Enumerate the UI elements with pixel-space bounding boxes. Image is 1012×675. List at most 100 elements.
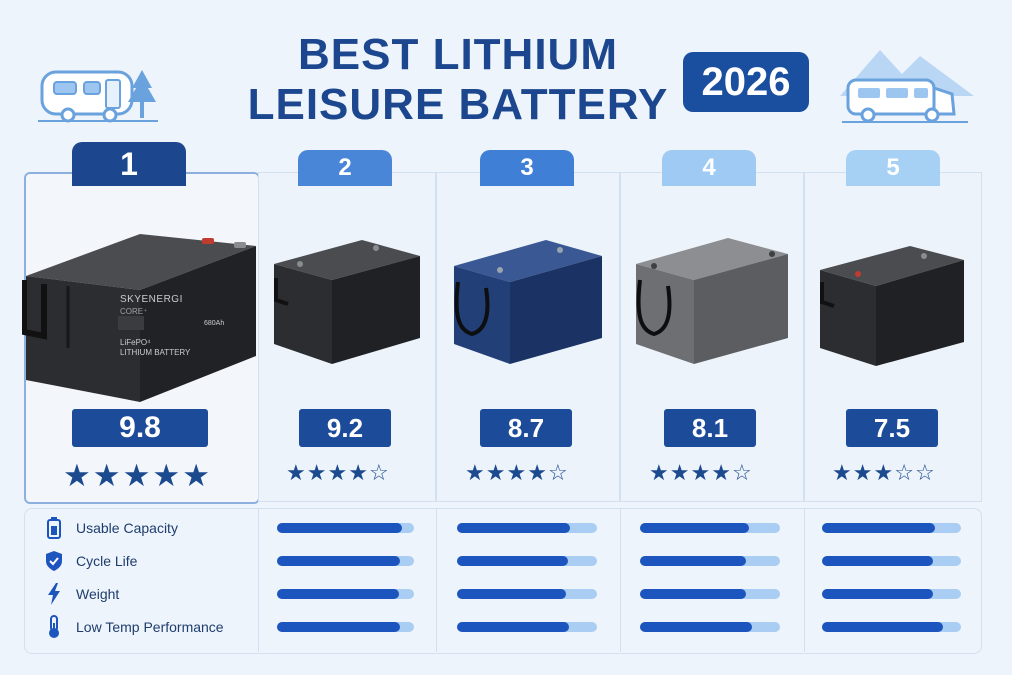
rank-tab-5: 5 xyxy=(846,150,940,186)
star-filled-icon: ★ xyxy=(348,460,369,485)
metric-bar-fill xyxy=(457,523,570,533)
metric-row-low-temp: Low Temp Performance xyxy=(44,614,224,640)
star-empty-icon: ☆ xyxy=(547,460,569,485)
column-divider xyxy=(620,508,621,652)
battery-image-4 xyxy=(636,238,788,364)
rank-tab-3: 3 xyxy=(480,150,574,186)
star-filled-icon: ★ xyxy=(649,460,670,485)
metric-bar-fill xyxy=(822,622,943,632)
star-filled-icon: ★ xyxy=(527,460,548,485)
metric-bar-track xyxy=(277,556,414,566)
metric-bar-track xyxy=(457,556,597,566)
title-line-2: LEISURE BATTERY xyxy=(247,80,669,129)
metric-bar-track xyxy=(822,556,961,566)
star-filled-icon: ★ xyxy=(182,458,212,493)
metric-bar-fill xyxy=(277,523,402,533)
star-filled-icon: ★ xyxy=(485,460,507,485)
metric-label: Cycle Life xyxy=(76,553,138,569)
star-empty-icon: ☆ xyxy=(914,460,936,485)
battery-image-5 xyxy=(820,246,964,366)
metric-bar-fill xyxy=(457,589,566,599)
star-rating-2: ★★★★☆ xyxy=(286,458,390,488)
metric-label: Low Temp Performance xyxy=(76,619,224,635)
metric-bar-fill xyxy=(640,589,746,599)
battery-image-3 xyxy=(454,240,602,364)
battery-image-1: SKYENERGI CORE⁺ LiFePO⁴ LITHIUM BATTERY … xyxy=(22,228,258,404)
score-badge-1: 9.8 xyxy=(72,409,208,447)
metric-label: Usable Capacity xyxy=(76,520,178,536)
battery-brand: SKYENERGI xyxy=(120,294,183,305)
metric-bar-track xyxy=(277,589,414,599)
metric-row-cycle-life: Cycle Life xyxy=(44,548,137,574)
page-title: BEST LITHIUM LEISURE BATTERY xyxy=(238,30,678,130)
lightning-bolt-icon xyxy=(44,583,64,605)
metric-bar-track xyxy=(457,523,597,533)
metric-bar-fill xyxy=(822,523,935,533)
star-filled-icon: ★ xyxy=(152,458,183,493)
metric-bar-track xyxy=(640,523,780,533)
column-divider xyxy=(258,508,259,652)
star-filled-icon: ★ xyxy=(286,460,307,485)
rank-tab-2: 2 xyxy=(298,150,392,186)
star-filled-icon: ★ xyxy=(873,460,895,485)
year-badge: 2026 xyxy=(683,52,809,112)
star-rating-1: ★★★★★ xyxy=(63,458,212,493)
star-rating-4: ★★★★☆ xyxy=(649,458,753,488)
metric-bar-track xyxy=(277,622,414,632)
metric-bar-track xyxy=(640,622,780,632)
metric-bar-track xyxy=(822,589,961,599)
metric-row-weight: Weight xyxy=(44,581,119,607)
shield-check-icon xyxy=(44,550,64,572)
metric-bar-track xyxy=(277,523,414,533)
star-filled-icon: ★ xyxy=(711,460,732,485)
metric-bar-fill xyxy=(822,589,933,599)
score-badge-2: 9.2 xyxy=(299,409,391,447)
metric-bar-fill xyxy=(457,556,568,566)
metric-bar-fill xyxy=(277,622,400,632)
column-divider xyxy=(804,508,805,652)
metric-label: Weight xyxy=(76,586,120,602)
thermometer-icon xyxy=(44,615,64,638)
star-filled-icon: ★ xyxy=(690,460,712,485)
metric-bar-fill xyxy=(640,556,746,566)
battery-type: LITHIUM BATTERY xyxy=(120,348,191,357)
star-rating-5: ★★★☆☆ xyxy=(832,458,936,488)
star-filled-icon: ★ xyxy=(832,460,853,485)
metric-bar-fill xyxy=(640,622,752,632)
rank-tab-4: 4 xyxy=(662,150,756,186)
metric-bar-track xyxy=(822,523,961,533)
caravan-icon xyxy=(38,70,158,123)
score-badge-3: 8.7 xyxy=(480,409,572,447)
score-badge-5: 7.5 xyxy=(846,409,938,447)
star-rating-3: ★★★★☆ xyxy=(465,458,569,488)
metric-bar-fill xyxy=(277,556,400,566)
battery-icon xyxy=(44,517,64,539)
metric-bar-fill xyxy=(457,622,569,632)
star-filled-icon: ★ xyxy=(306,460,328,485)
column-divider xyxy=(436,508,437,652)
battery-capacity: 680Ah xyxy=(204,320,225,327)
metric-bar-fill xyxy=(822,556,933,566)
star-filled-icon: ★ xyxy=(327,460,349,485)
metric-bar-track xyxy=(457,589,597,599)
battery-brand-sub: CORE⁺ xyxy=(120,307,148,316)
star-filled-icon: ★ xyxy=(465,460,486,485)
metric-row-usable-capacity: Usable Capacity xyxy=(44,515,178,541)
metric-bar-track xyxy=(640,589,780,599)
star-filled-icon: ★ xyxy=(63,458,93,493)
star-empty-icon: ☆ xyxy=(894,460,915,485)
battery-chemistry: LiFePO⁴ xyxy=(120,338,151,347)
star-empty-icon: ☆ xyxy=(731,460,753,485)
star-filled-icon: ★ xyxy=(506,460,528,485)
star-filled-icon: ★ xyxy=(92,458,123,493)
star-filled-icon: ★ xyxy=(669,460,691,485)
metric-bar-fill xyxy=(640,523,749,533)
metric-bar-track xyxy=(822,622,961,632)
star-filled-icon: ★ xyxy=(852,460,874,485)
score-badge-4: 8.1 xyxy=(664,409,756,447)
campervan-icon xyxy=(840,50,974,123)
star-empty-icon: ☆ xyxy=(368,460,390,485)
title-line-1: BEST LITHIUM xyxy=(298,30,618,79)
metric-bar-track xyxy=(640,556,780,566)
battery-image-2 xyxy=(274,240,420,364)
